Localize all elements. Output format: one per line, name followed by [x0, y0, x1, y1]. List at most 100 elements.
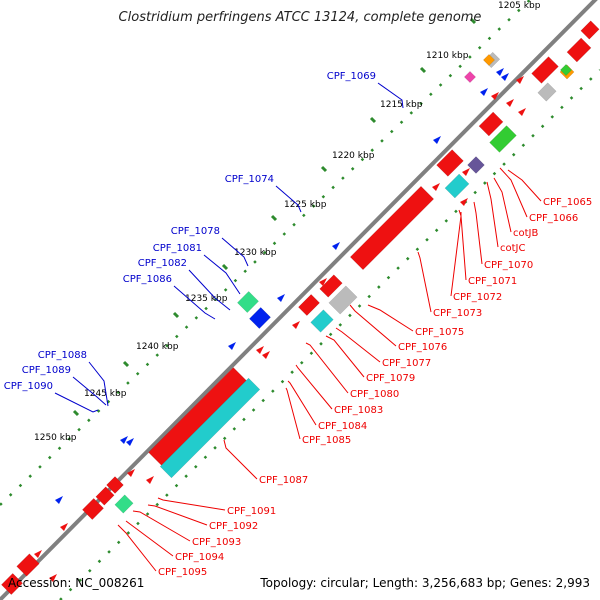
- gene-arrow-plus: [518, 108, 526, 116]
- gene-arrow-minus: [501, 73, 509, 81]
- label-cpf-1072: CPF_1072: [453, 292, 502, 303]
- scale-label: 1220 kbp: [332, 151, 375, 161]
- label-cpf-1074-leader: [275, 185, 302, 213]
- label-cpf-1082: CPF_1082: [138, 258, 187, 269]
- label-cpf-1075-leader: [367, 304, 414, 332]
- label-cpf-1079: CPF_1079: [366, 373, 415, 384]
- gene-arrow-minus: [433, 136, 441, 144]
- gene-arrow-plus: [127, 469, 135, 477]
- gene-cpf-1064: [566, 37, 592, 63]
- gene-arrow-plus: [146, 476, 154, 484]
- label-cotjc-leader: [486, 181, 499, 248]
- gene-cpf-1070: [436, 149, 464, 177]
- gene-cpf-1091: [82, 498, 104, 520]
- gene-cpf-1081: [237, 291, 259, 313]
- topology-text: Topology: circular; Length: 3,256,683 bp…: [260, 576, 590, 590]
- label-cpf-1095: CPF_1095: [158, 567, 207, 578]
- gene-arrow-plus: [262, 351, 270, 359]
- gene-arrow-plus: [49, 574, 57, 582]
- gene-cotjb: [478, 111, 504, 137]
- scale-label: 1240 kbp: [136, 342, 179, 352]
- scale-label: 1210 kbp: [426, 51, 469, 61]
- label-cpf-1089-leader: [72, 376, 107, 406]
- label-cpf-1070-leader: [473, 201, 483, 265]
- label-cpf-1070: CPF_1070: [484, 260, 533, 271]
- label-cpf-1087-leader: [223, 439, 258, 480]
- gene-cpf-1096: [1, 573, 23, 595]
- gene-arrow-plus: [432, 183, 440, 191]
- scale-label: 1235 kbp: [185, 294, 228, 304]
- label-cpf-1066-leader: [499, 167, 528, 218]
- label-cotjb: cotJB: [513, 228, 538, 239]
- accession-text: Accession: NC_008261: [8, 576, 145, 590]
- label-cpf-1078: CPF_1078: [171, 226, 220, 237]
- gene-cpf-1066: [537, 82, 557, 102]
- label-cpf-1065-leader: [507, 169, 542, 202]
- label-cpf-1084: CPF_1084: [318, 421, 367, 432]
- gene-cpf-1079: [310, 309, 334, 333]
- gene-arrow-plus: [462, 168, 470, 176]
- gene-arrow-minus: [120, 436, 128, 444]
- gene-arrow-plus: [256, 346, 264, 354]
- gene-arrow-plus: [506, 99, 514, 107]
- label-cpf-1085: CPF_1085: [302, 435, 351, 446]
- gene-arrow-plus: [460, 198, 468, 206]
- gene-arrow-plus: [60, 523, 68, 531]
- label-cpf-1094: CPF_1094: [175, 552, 224, 563]
- gene-cpf-1065: [531, 56, 559, 84]
- gene-arrow-minus: [480, 88, 488, 96]
- scale-label: 1250 kbp: [34, 433, 77, 443]
- gene-cpf-1069b: [463, 70, 477, 84]
- label-cpf-1074: CPF_1074: [225, 174, 274, 185]
- gene-cpf-1087-cds: [159, 377, 261, 479]
- label-cpf-1093-leader: [132, 510, 191, 542]
- label-cpf-1094-leader: [125, 520, 174, 557]
- scale-tick: [122, 360, 130, 368]
- label-cotjb-leader: [493, 177, 512, 233]
- gene-cpf-1094: [106, 476, 124, 494]
- label-cotjc: cotJC: [500, 243, 525, 254]
- label-cpf-1075: CPF_1075: [415, 327, 464, 338]
- map-title: Clostridium perfringens ATCC 13124, comp…: [118, 10, 482, 25]
- scale-label: 1205 kbp: [498, 1, 541, 11]
- label-cpf-1069-leader: [377, 82, 404, 109]
- scale-tick: [369, 116, 377, 124]
- gene-arrow-minus: [55, 496, 63, 504]
- scale-label: 1230 kbp: [234, 248, 277, 258]
- label-cpf-1081: CPF_1081: [153, 243, 202, 254]
- gene-cpf-1082: [249, 307, 271, 329]
- label-cpf-1069: CPF_1069: [327, 71, 376, 82]
- gene-cpf-1073: [349, 185, 435, 271]
- gene-arrow-minus: [126, 438, 134, 446]
- gene-cpf-1095: [16, 553, 40, 577]
- gene-cotjc: [489, 125, 517, 153]
- gene-cpf-1063: [580, 20, 600, 40]
- gene-cpf-1075: [319, 274, 343, 298]
- scale-tick: [469, 17, 477, 25]
- scale-tick: [320, 165, 328, 173]
- label-cpf-1091: CPF_1091: [227, 506, 276, 517]
- label-cpf-1065: CPF_1065: [543, 197, 592, 208]
- label-cpf-1092: CPF_1092: [209, 521, 258, 532]
- label-cpf-1091-leader: [157, 497, 226, 511]
- gene-cpf-1072: [444, 173, 470, 199]
- scale-tick: [72, 409, 80, 417]
- scale-track-inner: [59, 69, 600, 600]
- gene-arrow-minus: [332, 242, 340, 250]
- scale-label: 1225 kbp: [284, 200, 327, 210]
- label-cpf-1093: CPF_1093: [192, 537, 241, 548]
- label-cpf-1083: CPF_1083: [334, 405, 383, 416]
- label-cpf-1086: CPF_1086: [123, 274, 172, 285]
- label-cpf-1089: CPF_1089: [22, 365, 71, 376]
- gene-cpf-1066c: [559, 63, 573, 77]
- label-cpf-1082-leader: [188, 269, 231, 311]
- label-cpf-1092-leader: [147, 504, 208, 526]
- label-cpf-1090: CPF_1090: [4, 381, 53, 392]
- label-cpf-1077: CPF_1077: [382, 358, 431, 369]
- scale-tick: [419, 66, 427, 74]
- scale-label: 1245 kbp: [84, 389, 127, 399]
- label-cpf-1086-leader: [173, 285, 216, 320]
- label-cpf-1090-leader: [54, 392, 99, 413]
- scale-tick: [172, 311, 180, 319]
